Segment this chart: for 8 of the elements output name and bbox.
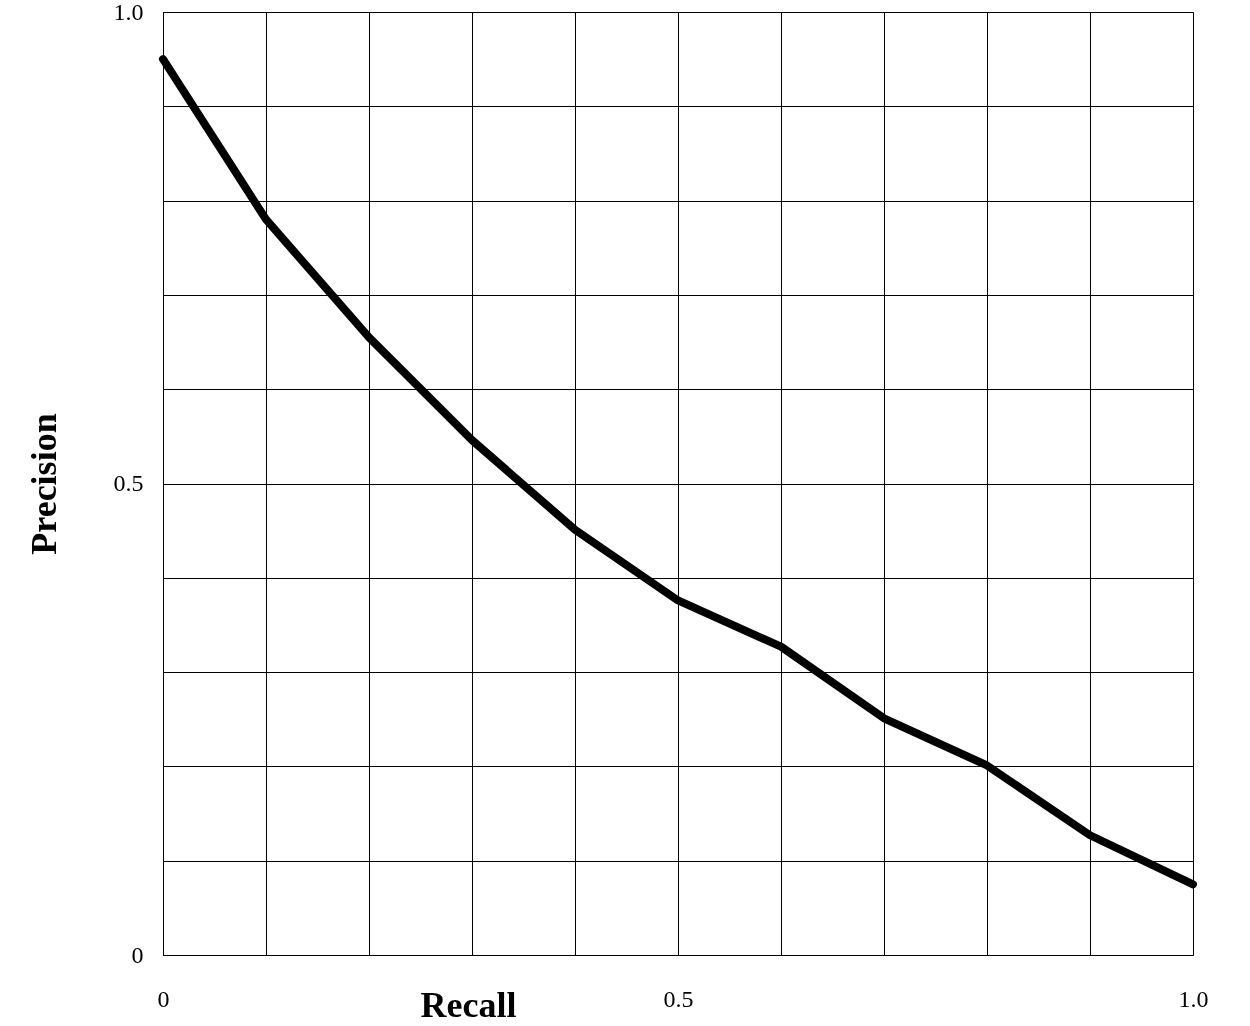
x-tick-label: 1.0 (1178, 985, 1209, 1012)
y-tick-label: 1.0 (113, 0, 144, 25)
y-axis-title: Precision (23, 413, 64, 555)
y-tick-label: 0 (131, 941, 144, 968)
x-axis-title: Recall (420, 984, 517, 1025)
x-tick-label: 0.5 (663, 985, 694, 1012)
x-tick-label: 0 (157, 985, 170, 1012)
y-tick-label: 0.5 (113, 470, 144, 496)
